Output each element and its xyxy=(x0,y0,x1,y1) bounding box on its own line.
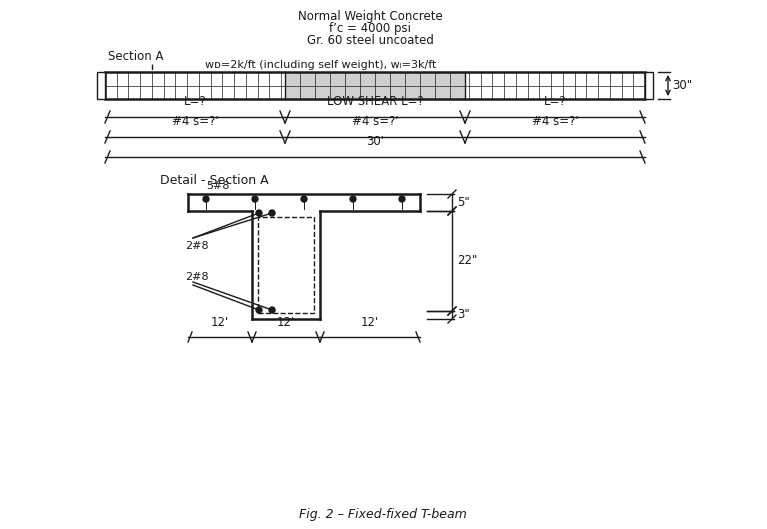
Text: #4 s=?': #4 s=?' xyxy=(352,115,398,128)
Text: Fig. 2 – Fixed-fixed T-beam: Fig. 2 – Fixed-fixed T-beam xyxy=(299,508,467,521)
Circle shape xyxy=(256,210,262,216)
Text: LOW SHEAR L=?: LOW SHEAR L=? xyxy=(327,95,423,108)
Text: 3": 3" xyxy=(457,308,469,322)
Circle shape xyxy=(256,307,262,313)
Text: Section A: Section A xyxy=(108,50,163,63)
Bar xyxy=(105,72,645,99)
Text: Normal Weight Concrete: Normal Weight Concrete xyxy=(298,10,443,23)
Circle shape xyxy=(203,196,209,202)
Text: 12': 12' xyxy=(277,316,295,329)
Text: 30': 30' xyxy=(366,135,384,148)
Text: f’c = 4000 psi: f’c = 4000 psi xyxy=(329,22,411,35)
Text: Gr. 60 steel uncoated: Gr. 60 steel uncoated xyxy=(307,34,433,47)
Circle shape xyxy=(350,196,356,202)
Text: 2#8: 2#8 xyxy=(185,241,209,251)
Text: #4 s=?': #4 s=?' xyxy=(172,115,219,128)
Bar xyxy=(645,72,653,99)
Text: 5": 5" xyxy=(457,196,469,209)
Text: wᴅ=2k/ft (including self weight), wₗ=3k/ft: wᴅ=2k/ft (including self weight), wₗ=3k/… xyxy=(205,60,436,70)
Text: 2#8: 2#8 xyxy=(185,272,209,282)
Circle shape xyxy=(269,210,275,216)
Bar xyxy=(105,72,645,99)
Circle shape xyxy=(399,196,405,202)
Circle shape xyxy=(301,196,307,202)
Circle shape xyxy=(269,307,275,313)
Text: 5#8: 5#8 xyxy=(206,181,229,191)
Text: 30": 30" xyxy=(672,79,692,92)
Text: 12': 12' xyxy=(211,316,229,329)
Bar xyxy=(258,217,314,313)
Bar xyxy=(97,72,105,99)
Text: Detail - Section A: Detail - Section A xyxy=(160,174,268,187)
Text: L=?: L=? xyxy=(544,95,566,108)
Text: L=?: L=? xyxy=(183,95,206,108)
Text: #4 s=?': #4 s=?' xyxy=(532,115,578,128)
Circle shape xyxy=(252,196,258,202)
Bar xyxy=(285,72,465,99)
Text: 22": 22" xyxy=(457,254,477,268)
Text: 12': 12' xyxy=(361,316,379,329)
